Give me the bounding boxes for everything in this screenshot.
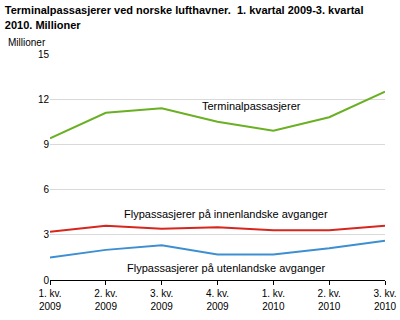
svg-text:15: 15	[38, 49, 50, 60]
svg-text:2. kv.2010: 2. kv.2010	[318, 288, 341, 312]
svg-text:4. kv.2009: 4. kv.2009	[206, 288, 229, 312]
svg-text:Terminalpassasjerer: Terminalpassasjerer	[202, 100, 301, 112]
svg-text:9: 9	[43, 139, 49, 150]
svg-text:3. kv.2009: 3. kv.2009	[150, 288, 173, 312]
svg-text:Millioner: Millioner	[8, 37, 46, 48]
svg-text:Terminalpassasjerer ved norske: Terminalpassasjerer ved norske lufthavne…	[5, 4, 364, 30]
svg-text:Flypassasjerer på innenlandske: Flypassasjerer på innenlandske avganger	[124, 208, 328, 220]
svg-text:12: 12	[38, 94, 50, 105]
svg-text:3: 3	[43, 229, 49, 240]
svg-text:Flypassasjerer på utenlandske: Flypassasjerer på utenlandske avganger	[127, 262, 325, 274]
svg-text:0: 0	[43, 275, 49, 286]
svg-text:3. kv.2010: 3. kv.2010	[373, 288, 396, 312]
svg-text:1. kv.2009: 1. kv.2009	[38, 288, 61, 312]
svg-text:2. kv.2009: 2. kv.2009	[94, 288, 117, 312]
svg-text:1. kv.2010: 1. kv.2010	[262, 288, 285, 312]
svg-text:6: 6	[43, 184, 49, 195]
